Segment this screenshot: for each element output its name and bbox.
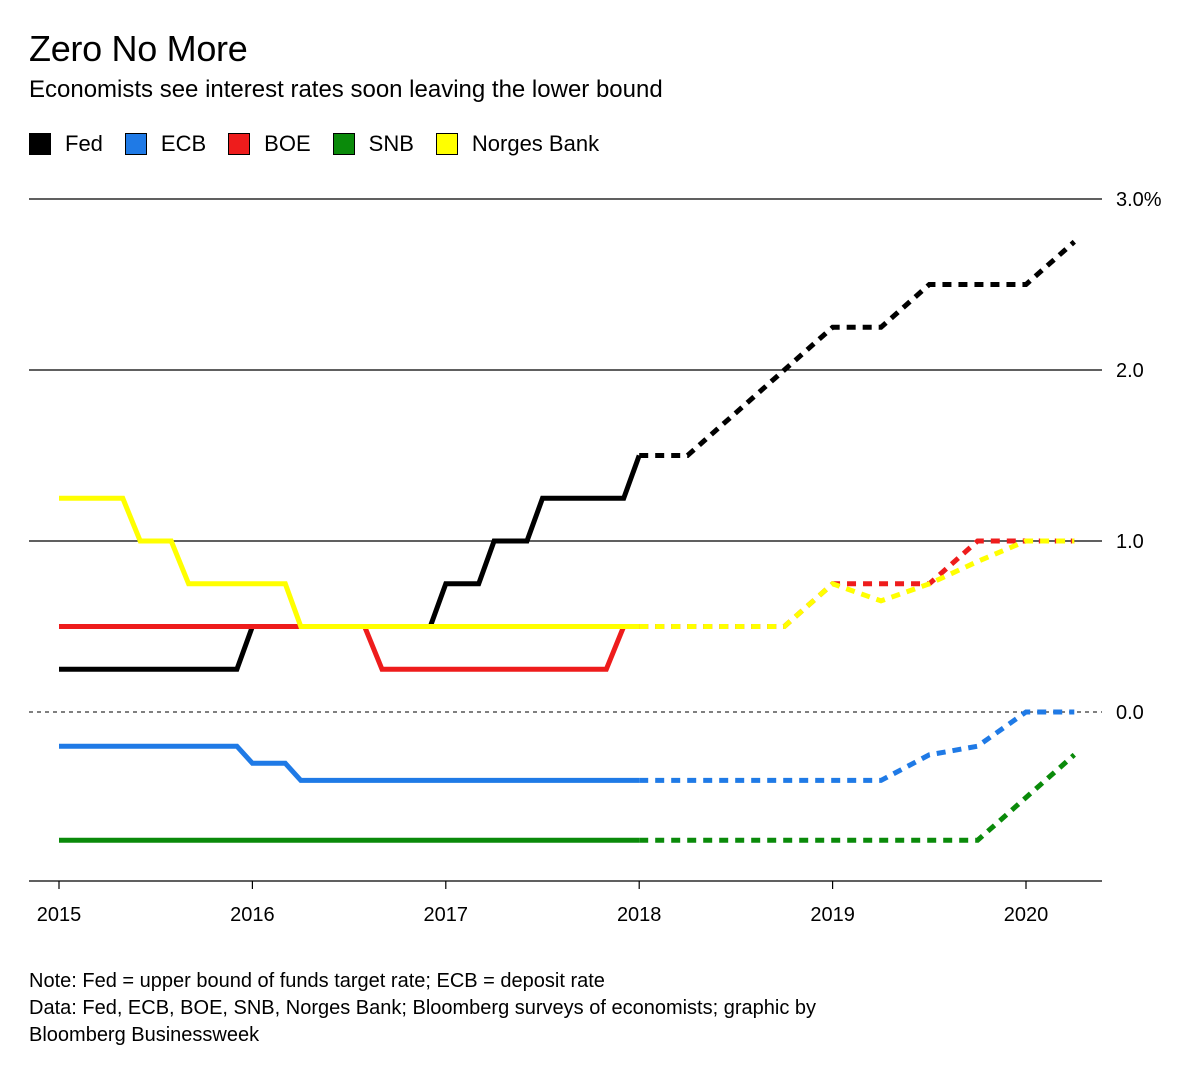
legend-swatch-norges-bank	[435, 133, 458, 155]
x-tick-label: 2020	[1004, 904, 1049, 926]
series-line-boe	[59, 624, 640, 672]
legend-label-fed: Fed	[65, 131, 103, 156]
series-forecast-fed	[639, 239, 1076, 458]
y-tick-label: 1.0	[1116, 531, 1144, 553]
series-forecast-snb	[639, 752, 1076, 843]
line-chart: 3.0% 2.0 1.0 0.0 2015 2016 2017 2018 2019 2020	[29, 189, 1162, 926]
series-forecast-norges-bank	[639, 538, 1075, 629]
x-tick-label: 2017	[424, 904, 469, 926]
legend-label-snb: SNB	[368, 131, 414, 156]
chart-source-continued: Bloomberg Businessweek	[29, 1024, 260, 1046]
chart-note: Note: Fed = upper bound of funds target …	[29, 970, 605, 992]
x-tick-label: 2018	[617, 904, 662, 926]
gridlines	[29, 198, 1102, 713]
legend-item-ecb: ECB	[124, 131, 207, 157]
series-line-fed	[59, 454, 642, 672]
series-forecast-ecb	[639, 709, 1075, 783]
chart-subtitle: Economists see interest rates soon leavi…	[29, 76, 663, 103]
legend-swatch-fed	[29, 133, 51, 155]
x-axis	[29, 880, 1102, 889]
legend-item-snb: SNB	[332, 131, 414, 157]
legend-label-norges-bank: Norges Bank	[471, 131, 600, 156]
tick-labels: 3.0% 2.0 1.0 0.0 2015 2016 2017 2018 2019 2020	[37, 189, 1162, 926]
series-line-ecb	[59, 743, 640, 783]
series-lines	[59, 239, 1076, 843]
x-tick-label: 2016	[230, 904, 275, 926]
chart-title: Zero No More	[29, 28, 248, 69]
footnotes: Note: Fed = upper bound of funds target …	[29, 968, 1179, 1049]
legend-item-boe: BOE	[228, 131, 311, 157]
series-line-norges-bank	[59, 495, 640, 629]
legend-item-fed: Fed	[29, 131, 103, 157]
legend-label-ecb: ECB	[160, 131, 207, 156]
series-forecast-boe	[639, 538, 1075, 629]
legend-item-norges-bank: Norges Bank	[435, 131, 600, 157]
x-tick-label: 2019	[810, 904, 855, 926]
y-tick-label: 3.0%	[1116, 189, 1162, 211]
y-tick-label: 0.0	[1116, 702, 1144, 724]
chart-source: Data: Fed, ECB, BOE, SNB, Norges Bank; B…	[29, 997, 817, 1019]
legend-label-boe: BOE	[264, 131, 311, 156]
y-tick-label: 2.0	[1116, 360, 1144, 382]
legend-swatch-boe	[228, 133, 251, 155]
legend: Fed ECB BOE SNB Norges Bank	[29, 129, 621, 159]
legend-swatch-snb	[332, 133, 355, 155]
legend-swatch-ecb	[124, 133, 147, 155]
x-tick-label: 2015	[37, 904, 82, 926]
